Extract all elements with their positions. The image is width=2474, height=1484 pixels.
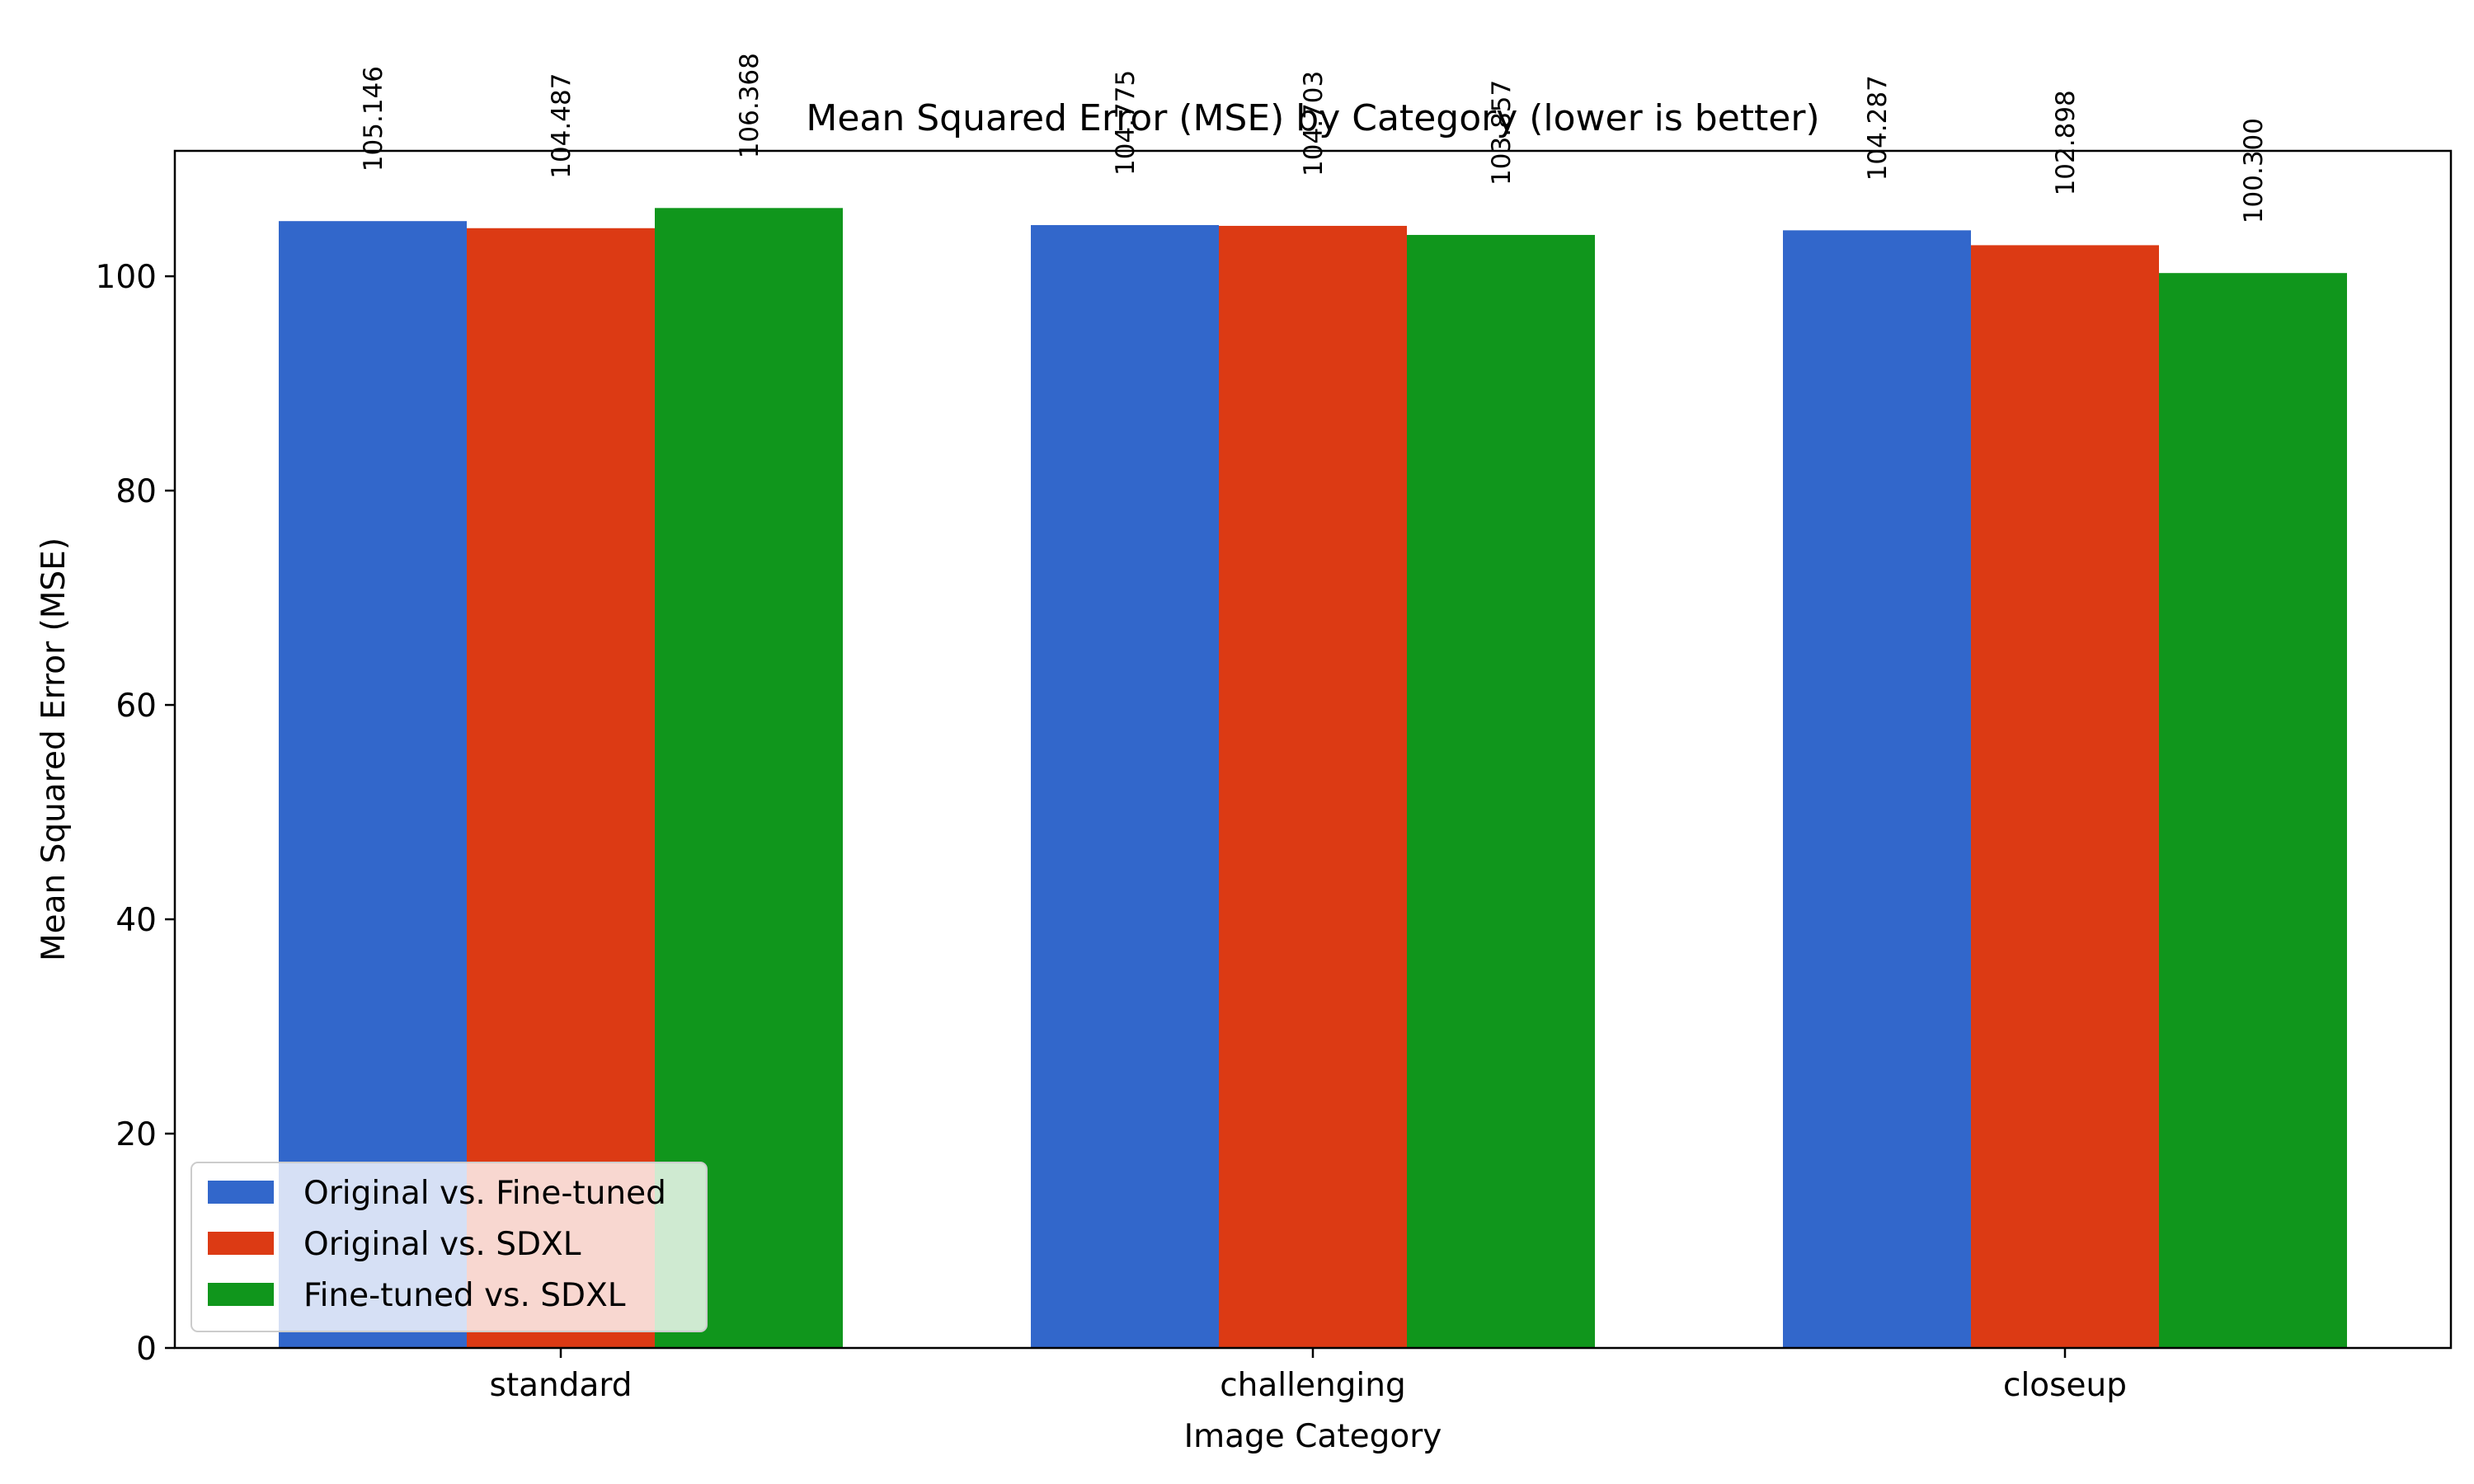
legend-swatch-fine-tuned-vs-sdxl <box>208 1283 274 1306</box>
legend-swatch-original-vs-sdxl <box>208 1232 274 1255</box>
bar-challenging-fine-tuned-vs-sdxl <box>1407 234 1595 1349</box>
y-tick-label: 0 <box>136 1331 157 1368</box>
data-label-standard-fine-tuned-vs-sdxl: 106.368 <box>735 53 764 158</box>
data-label-challenging-original-vs-fine-tuned: 104.775 <box>1111 70 1141 176</box>
bar-closeup-original-vs-sdxl <box>1971 245 2159 1349</box>
x-tick-label-standard: standard <box>490 1367 633 1404</box>
bar-challenging-original-vs-fine-tuned <box>1031 225 1219 1348</box>
y-tick-label: 40 <box>115 902 157 939</box>
data-label-challenging-fine-tuned-vs-sdxl: 103.857 <box>1487 80 1517 186</box>
bar-standard-fine-tuned-vs-sdxl <box>655 208 843 1348</box>
y-tick-label: 80 <box>115 473 157 510</box>
data-labels-layer: 105.146 104.487 106.368 104.775 104.703 103.8… <box>359 53 2269 223</box>
legend-label-original-vs-sdxl: Original vs. SDXL <box>303 1226 581 1263</box>
legend-label-fine-tuned-vs-sdxl: Fine-tuned vs. SDXL <box>303 1277 626 1314</box>
data-label-closeup-original-vs-fine-tuned: 104.287 <box>1863 75 1893 181</box>
x-tick-label-closeup: closeup <box>2003 1367 2127 1404</box>
bar-challenging-original-vs-sdxl <box>1219 225 1407 1349</box>
chart-title: Mean Squared Error (MSE) by Category (lo… <box>806 97 1819 139</box>
y-tick-label: 100 <box>96 259 157 296</box>
bar-closeup-fine-tuned-vs-sdxl <box>2159 273 2347 1348</box>
data-label-standard-original-vs-fine-tuned: 105.146 <box>359 66 388 171</box>
legend-box <box>190 1162 708 1332</box>
x-tick-label-challenging: challenging <box>1220 1367 1406 1404</box>
bar-standard-original-vs-sdxl <box>467 228 655 1348</box>
legend-label-original-vs-fine-tuned: Original vs. Fine-tuned <box>303 1175 666 1212</box>
x-axis: standard challenging closeup <box>490 1348 2127 1404</box>
data-label-closeup-fine-tuned-vs-sdxl: 100.300 <box>2239 118 2269 223</box>
data-label-standard-original-vs-sdxl: 104.487 <box>547 73 576 179</box>
y-tick-label: 20 <box>115 1116 157 1153</box>
legend-swatch-original-vs-fine-tuned <box>208 1181 274 1204</box>
bars-layer <box>279 208 2347 1349</box>
legend: Original vs. Fine-tuned Original vs. SDXL… <box>190 1162 708 1332</box>
x-axis-label: Image Category <box>1184 1418 1442 1455</box>
bar-standard-original-vs-fine-tuned <box>279 221 467 1348</box>
y-axis: 0 20 40 60 80 100 <box>96 259 175 1368</box>
y-axis-label: Mean Squared Error (MSE) <box>35 538 73 961</box>
data-label-challenging-original-vs-sdxl: 104.703 <box>1299 71 1329 176</box>
y-tick-label: 60 <box>115 688 157 725</box>
bar-closeup-original-vs-fine-tuned <box>1783 230 1971 1349</box>
data-label-closeup-original-vs-sdxl: 102.898 <box>2051 90 2081 195</box>
